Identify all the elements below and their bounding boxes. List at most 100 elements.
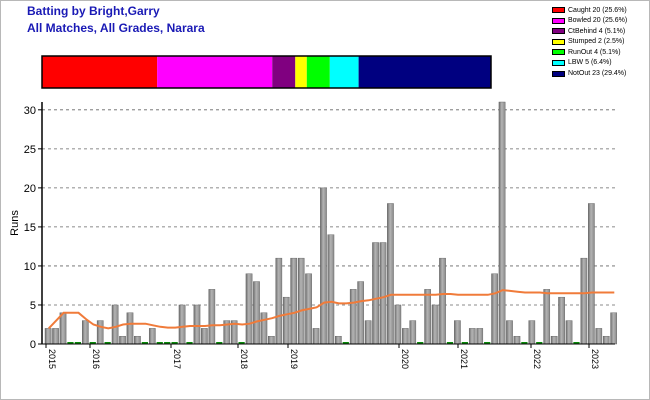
zero-marker (521, 342, 528, 344)
run-bar (424, 289, 431, 345)
run-bar (148, 328, 156, 345)
x-tick-label: 2023 (590, 349, 600, 369)
dismissal-segment (295, 56, 307, 88)
dismissal-segment (157, 56, 273, 88)
y-tick-label: 30 (24, 105, 36, 117)
run-bar (253, 281, 260, 345)
run-bar (193, 304, 201, 345)
zero-marker (186, 342, 193, 344)
run-bar (335, 335, 342, 345)
x-tick-label: 2018 (239, 349, 249, 369)
legend-label: LBW 5 (6.4%) (568, 59, 612, 67)
legend-swatch (552, 7, 565, 13)
run-bar (134, 335, 141, 345)
zero-marker (238, 342, 245, 344)
run-bar (201, 328, 208, 345)
dismissal-bar (41, 55, 492, 89)
legend-label: CtBehind 4 (5.1%) (568, 27, 626, 35)
x-tick-label: 2021 (459, 349, 469, 369)
x-tick-label: 2015 (47, 349, 57, 369)
run-bar (506, 320, 513, 345)
run-bar (312, 328, 320, 345)
legend-label: Caught 20 (25.6%) (568, 6, 627, 14)
legend-label: RunOut 4 (5.1%) (568, 48, 621, 56)
run-bar (245, 273, 253, 345)
legend-label: Bowled 20 (25.6%) (568, 17, 628, 25)
legend-swatch (552, 70, 565, 77)
run-bar (297, 257, 305, 345)
run-bar (364, 320, 372, 345)
run-bar (431, 304, 439, 345)
run-bar (59, 312, 67, 345)
chart-subtitle: All Matches, All Grades, Narara (27, 21, 205, 35)
x-tick-label: 2016 (91, 349, 101, 369)
zero-marker (536, 342, 543, 344)
legend-item: Bowled 20 (25.6%) (552, 16, 627, 26)
y-tick-label: 20 (24, 183, 36, 195)
run-bar (394, 304, 402, 345)
zero-marker (156, 342, 163, 344)
zero-marker (164, 342, 171, 344)
run-bar (372, 242, 379, 345)
legend-swatch (552, 17, 565, 24)
legend-label: Stumped 2 (2.5%) (568, 38, 625, 46)
run-bar (208, 289, 216, 345)
x-tick-label: 2017 (172, 349, 182, 369)
run-bar (580, 257, 588, 345)
run-bar (387, 203, 394, 345)
legend-item: NotOut 23 (29.4%) (552, 69, 627, 79)
zero-marker (461, 342, 468, 344)
run-bar (111, 304, 119, 345)
legend-label: NotOut 23 (29.4%) (568, 70, 627, 78)
y-tick-label: 15 (24, 222, 36, 234)
zero-marker (89, 342, 96, 344)
dismissal-segment (272, 56, 296, 88)
zero-marker (67, 342, 74, 344)
zero-marker (446, 342, 454, 344)
run-bar (565, 320, 573, 345)
run-bar (126, 312, 134, 345)
run-bar (327, 234, 335, 345)
y-tick-label: 5 (30, 300, 36, 312)
x-tick-label: 2022 (532, 349, 542, 369)
legend-swatch (552, 49, 565, 56)
run-bar (119, 335, 126, 345)
run-bar (476, 328, 484, 345)
dismissal-segment (358, 56, 491, 88)
legend-swatch (552, 28, 565, 35)
run-bar (513, 335, 521, 345)
zero-marker (74, 342, 82, 344)
legend-item: CtBehind 4 (5.1%) (552, 26, 627, 36)
run-bar (498, 101, 506, 345)
run-bar (543, 289, 551, 345)
chart-title: Batting by Bright,Garry (27, 4, 160, 18)
zero-marker (104, 342, 111, 344)
zero-marker (573, 342, 580, 344)
zero-marker (141, 342, 148, 344)
dismissal-segment (306, 56, 330, 88)
y-tick-label: 0 (30, 339, 36, 351)
run-bar (588, 203, 595, 345)
run-bar (610, 312, 618, 345)
run-bar (454, 320, 461, 345)
run-bar (260, 312, 268, 345)
legend-swatch (552, 59, 565, 66)
legend-swatch (552, 38, 565, 45)
run-bar (409, 320, 417, 345)
run-bar (379, 242, 387, 345)
y-axis-label: Runs (9, 210, 21, 236)
run-bar (290, 257, 298, 345)
dismissal-segment (42, 56, 158, 88)
legend-item: RunOut 4 (5.1%) (552, 47, 627, 57)
run-bar (468, 328, 476, 345)
run-bar (491, 273, 498, 345)
zero-marker (484, 342, 491, 344)
legend-item: LBW 5 (6.4%) (552, 58, 627, 68)
run-bar (439, 257, 446, 345)
run-bar (275, 257, 283, 345)
run-bar (82, 320, 89, 345)
run-bar (558, 296, 565, 345)
average-line (47, 289, 615, 330)
run-bar (401, 328, 409, 345)
